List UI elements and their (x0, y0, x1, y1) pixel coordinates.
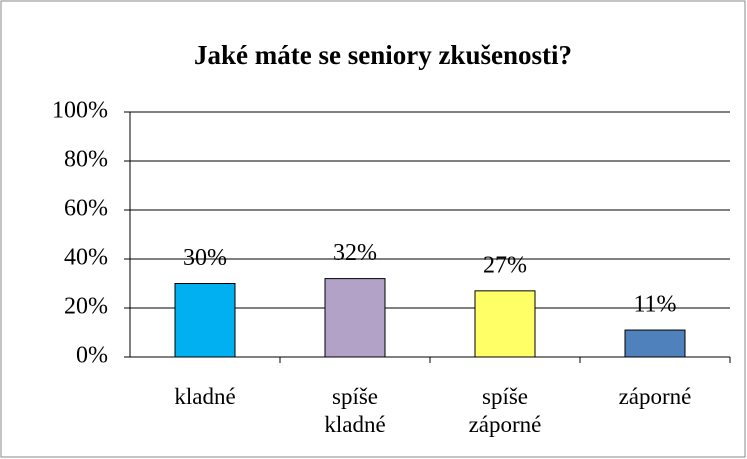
value-label: 27% (483, 252, 527, 278)
x-tick-label: záporné (618, 384, 692, 409)
x-tick-label: spíše záporné (468, 384, 542, 437)
y-tick-label: 100% (52, 98, 108, 124)
bar (324, 278, 386, 358)
y-tick-label: 60% (64, 196, 108, 222)
value-label: 30% (183, 245, 227, 271)
value-label: 32% (333, 240, 377, 266)
y-tick-label: 80% (64, 147, 108, 173)
y-tick-label: 0% (76, 343, 108, 369)
bar (474, 290, 536, 358)
y-tick-label: 40% (64, 245, 108, 271)
bar (174, 283, 236, 358)
x-tick-label: spíše kladné (324, 384, 386, 437)
x-tick-label: kladné (174, 384, 236, 409)
value-label: 11% (633, 292, 676, 318)
bar (624, 329, 686, 358)
y-tick-label: 20% (64, 294, 108, 320)
chart-title: Jaké máte se seniory zkušenosti? (194, 40, 572, 70)
